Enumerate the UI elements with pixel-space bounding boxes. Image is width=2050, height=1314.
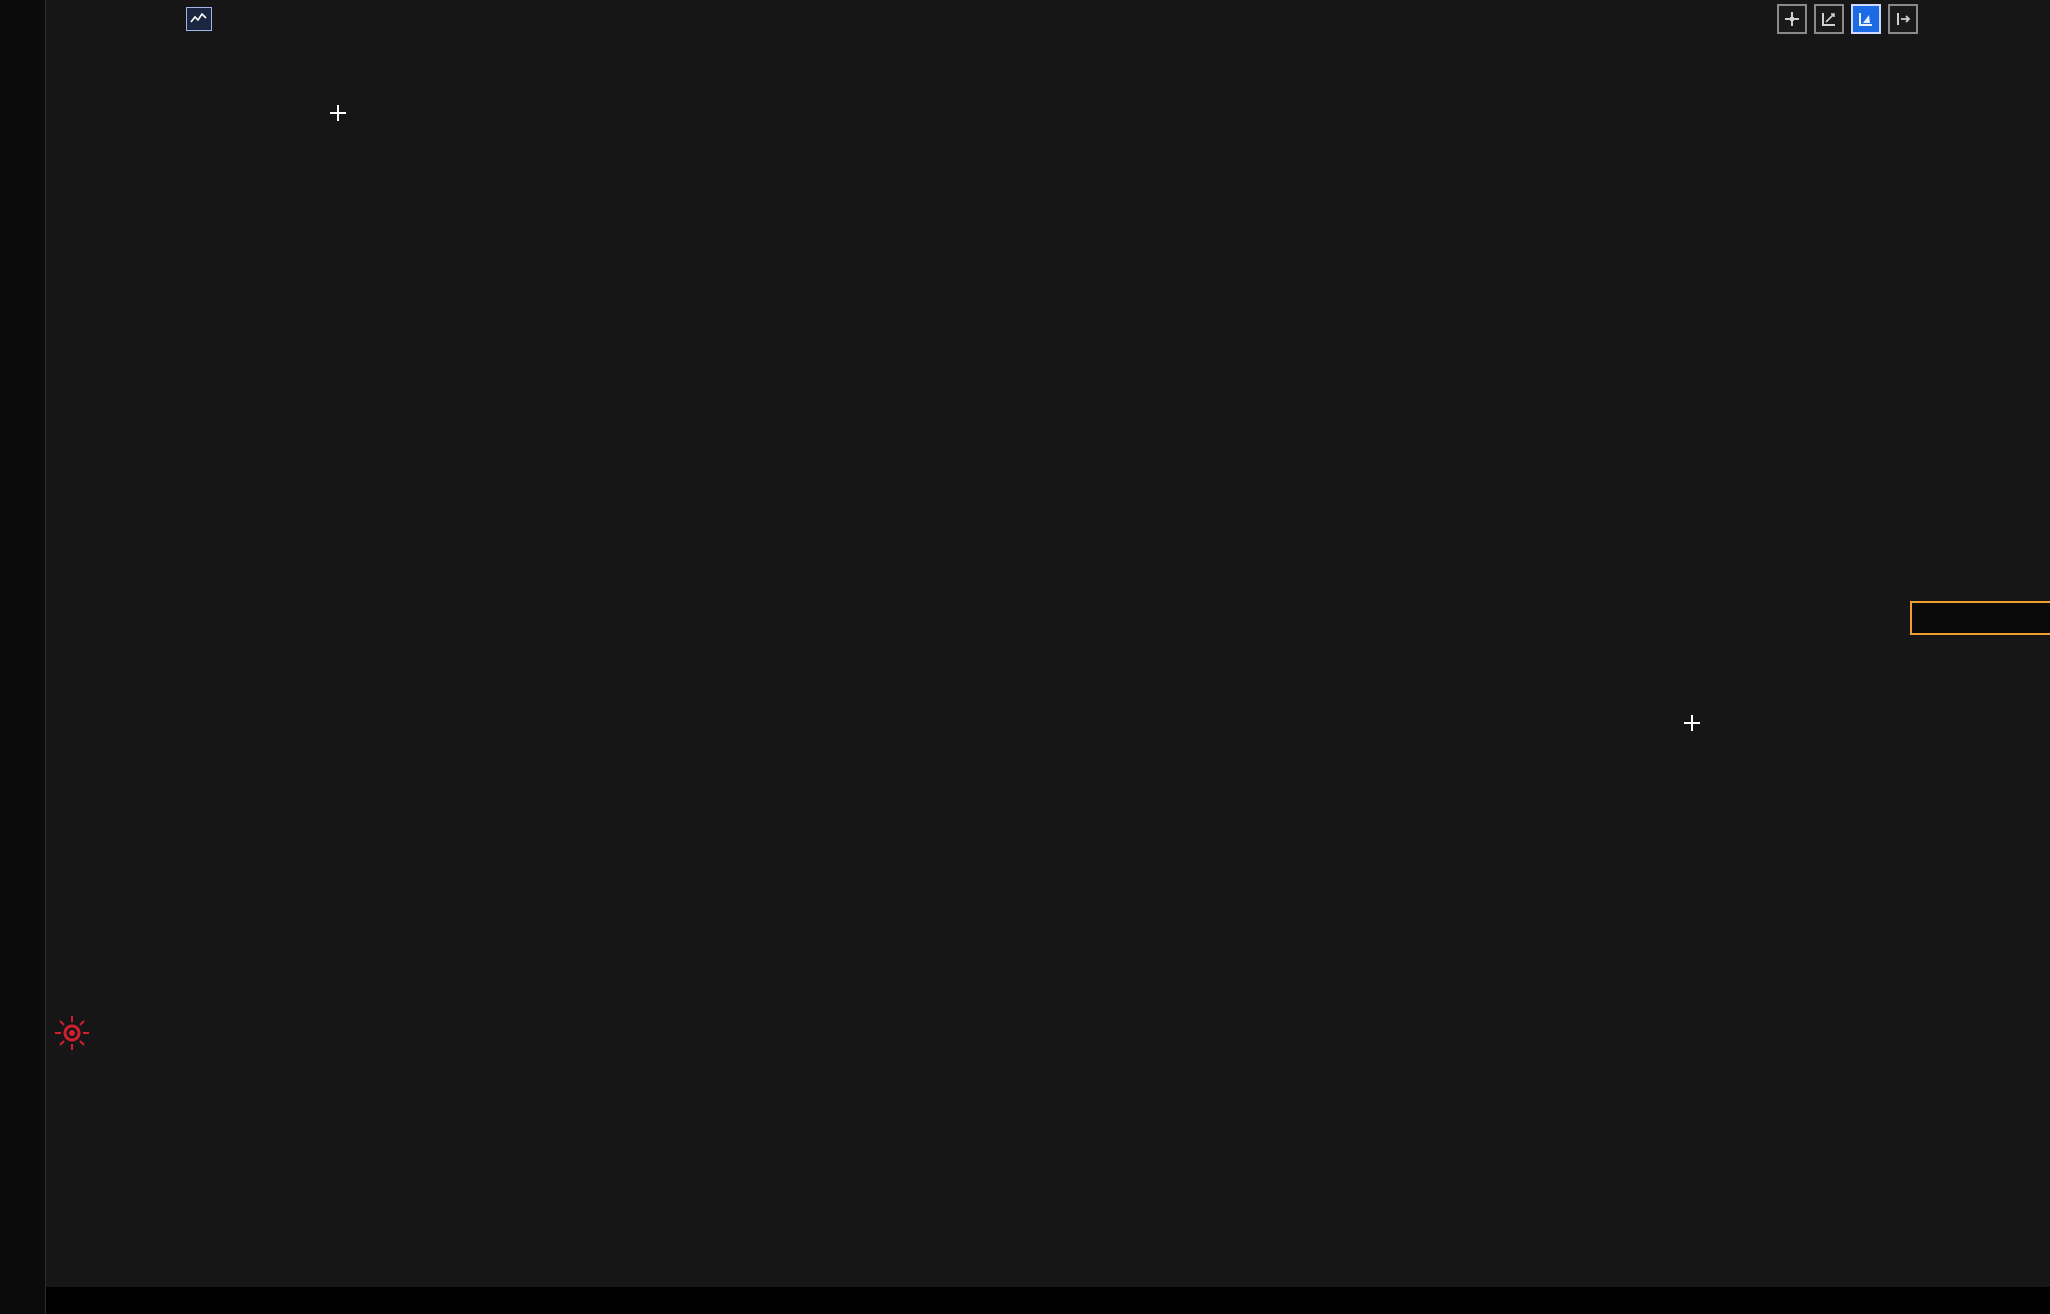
low-marker-cross-icon (1684, 715, 1700, 731)
chart-toolbar (1777, 4, 1918, 34)
axis-range-icon[interactable] (1814, 4, 1844, 34)
dock-right-icon[interactable] (1888, 4, 1918, 34)
high-marker-cross-icon (330, 105, 346, 121)
indicator-tab-bar (45, 1287, 2050, 1314)
kline-glyph (190, 12, 207, 23)
chart-type-sidebar (0, 0, 46, 1314)
indicator-settings-sun-icon[interactable] (53, 1014, 91, 1052)
chart-header (138, 5, 260, 33)
auto-play-icon[interactable] (1851, 4, 1881, 34)
kline-style-icon[interactable] (186, 7, 212, 31)
pan-tool-icon[interactable] (1777, 4, 1807, 34)
current-price-tag (1910, 601, 2050, 635)
